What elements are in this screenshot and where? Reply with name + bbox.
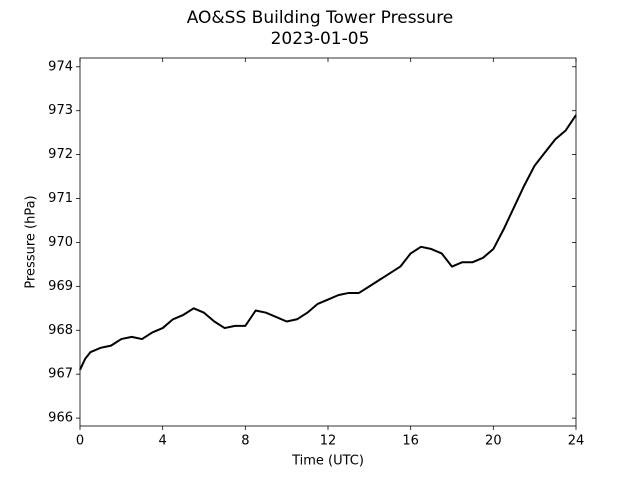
plot-frame [79, 57, 577, 427]
y-tick-label: 967 [48, 367, 73, 382]
x-tick-label: 8 [241, 434, 249, 449]
y-tick-label: 971 [48, 191, 73, 206]
y-axis-label: Pressure (hPa) [24, 195, 39, 288]
x-tick-label: 4 [159, 434, 167, 449]
chart-subtitle: 2023-01-05 [271, 29, 370, 49]
x-tick-label: 16 [402, 434, 419, 449]
y-tick-label: 969 [48, 279, 73, 294]
x-tick-label: 12 [320, 434, 337, 449]
y-tick-label: 966 [48, 411, 73, 426]
x-tick-label: 24 [568, 434, 585, 449]
x-axis-label: Time (UTC) [291, 454, 364, 469]
y-tick-label: 968 [48, 323, 73, 338]
y-tick-label: 974 [48, 59, 73, 74]
x-tick-label: 20 [485, 434, 502, 449]
y-tick-label: 972 [48, 147, 73, 162]
pressure-line [79, 114, 577, 371]
y-tick-label: 973 [48, 103, 73, 118]
y-tick-label: 970 [48, 235, 73, 250]
x-tick-label: 0 [76, 434, 84, 449]
chart-title: AO&SS Building Tower Pressure [187, 8, 454, 28]
